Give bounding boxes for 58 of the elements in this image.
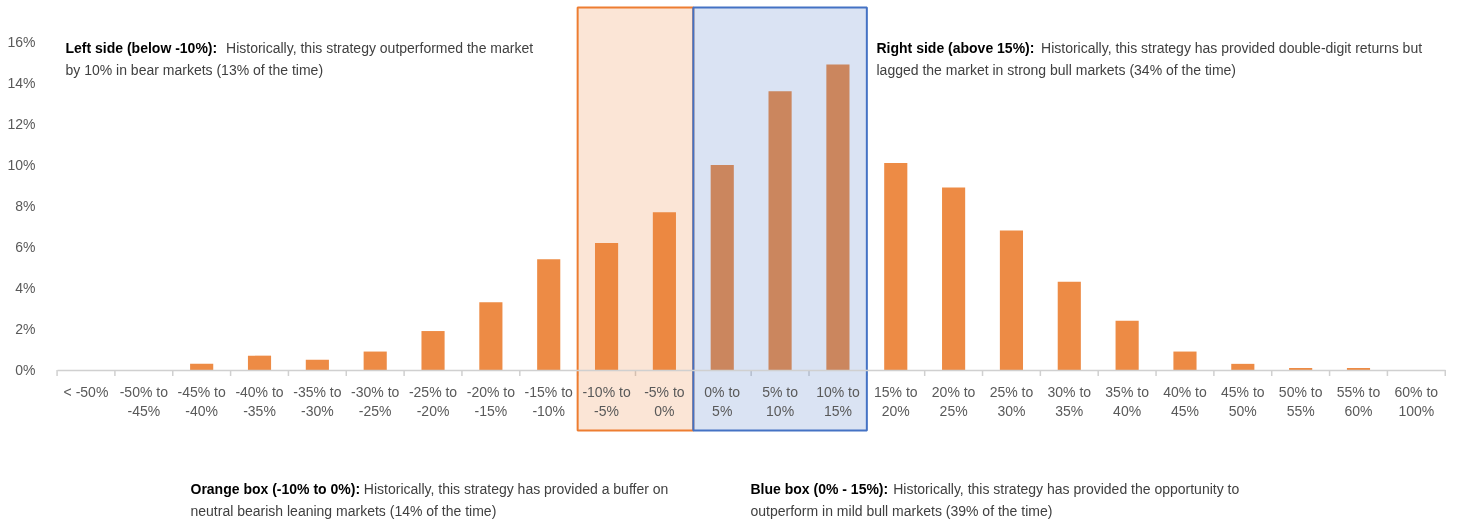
x-tick-label: 40% to 45% (1163, 384, 1207, 420)
x-tick-label: -10% to -5% (582, 384, 631, 420)
bar (305, 359, 329, 370)
x-tick-label: 5% to 10% (762, 384, 799, 420)
bar (363, 351, 387, 370)
x-tick-label: 0% to 5% (704, 384, 741, 420)
x-tick-label: 45% to 50% (1221, 384, 1265, 420)
bar (884, 162, 908, 370)
x-tick-label: -30% to -25% (351, 384, 400, 420)
x-tick-label: -20% to -15% (466, 384, 516, 420)
bar (999, 230, 1024, 370)
y-tick-label: 14% (7, 75, 36, 91)
bar (1115, 320, 1139, 370)
bar (942, 187, 966, 370)
bar (1289, 367, 1313, 370)
bar (710, 165, 734, 370)
bar (1173, 351, 1197, 370)
bar (537, 259, 561, 370)
y-tick-label: 2% (15, 321, 36, 337)
y-tick-label: 8% (15, 198, 36, 214)
bar (652, 212, 676, 370)
bar (594, 242, 619, 370)
x-tick-label: -5% to 0% (644, 384, 685, 420)
x-tick-label: 20% to 25% (931, 384, 976, 420)
x-tick-label: -50% to -45% (119, 384, 169, 420)
x-tick-label: -45% to -40% (177, 384, 227, 420)
x-tick-label: 30% to 35% (1047, 384, 1092, 420)
y-tick-label: 0% (15, 362, 36, 378)
bar (479, 302, 503, 370)
y-tick-label: 10% (7, 157, 36, 173)
x-tick-label: 10% to 15% (816, 384, 860, 420)
x-tick-label: 15% to 20% (873, 384, 918, 420)
x-tick-label: -35% to -30% (293, 384, 342, 420)
annotation: Right side (above 15%): Historically, this strategy has provided double-digit returns but lagged the market in strong bull markets (34% of the time) (876, 39, 1423, 78)
annotation: Left side (below -10%): Historically, this strategy outperformed the market by 10% in bear markets (13% of the time) (65, 39, 534, 78)
text: Blue box (0% - 15%): Historically, this strategy has provided the opportunity to outperform in mild bull markets (39% of the time) (750, 480, 1240, 519)
x-tick-label: 60% to 100% (1394, 384, 1439, 420)
bar (1057, 281, 1081, 370)
bar (1231, 363, 1255, 370)
y-tick-label: 16% (7, 34, 36, 50)
text: Orange box (-10% to 0%): Historically, this strategy has provided a buffer on neutral bearish leaning markets (14% of the time) (190, 480, 669, 519)
bar (826, 64, 850, 370)
x-tick-label: -40% to -35% (235, 384, 284, 420)
x-tick-label: -15% to -10% (524, 384, 574, 420)
y-tick-label: 4% (15, 280, 36, 296)
x-tick-label: 55% to 60% (1336, 384, 1381, 420)
bar (1346, 367, 1371, 370)
x-tick-label: 35% to 40% (1105, 384, 1150, 420)
y-tick-label: 6% (15, 239, 36, 255)
bar (247, 355, 272, 370)
x-tick-label: < -50% (63, 384, 109, 400)
bar (768, 91, 792, 370)
y-tick-label: 12% (7, 116, 36, 132)
bar (421, 331, 445, 370)
x-tick-label: 50% to 55% (1278, 384, 1323, 420)
x-tick-label: -25% to -20% (408, 384, 458, 420)
x-tick-label: 25% to 30% (989, 384, 1034, 420)
bar (190, 363, 214, 370)
